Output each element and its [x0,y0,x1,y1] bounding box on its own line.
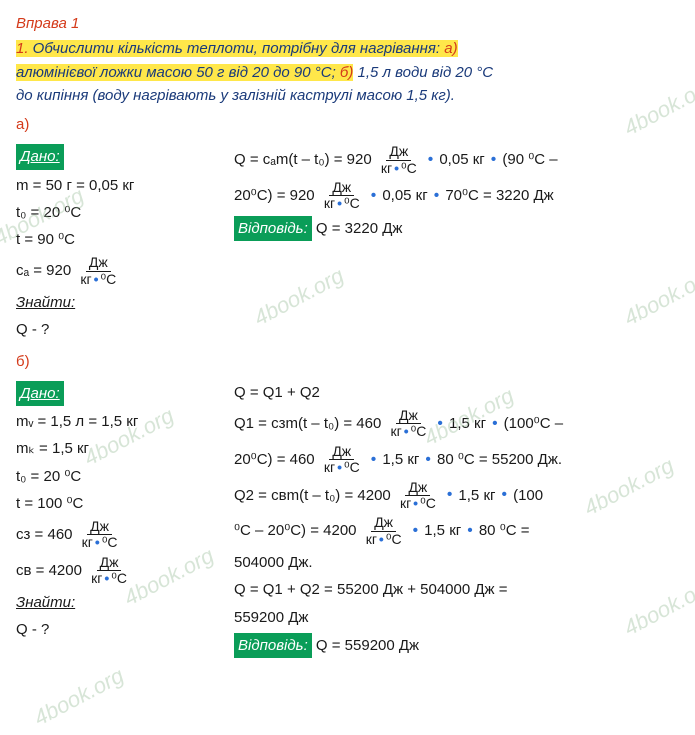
dot-icon: • [92,271,101,287]
part-b-label: б) [16,350,679,373]
dot-icon: • [426,151,435,168]
dot-icon: • [369,187,378,204]
find-label: Знайти: [16,594,75,611]
frac-top: Дж [86,255,111,271]
dot-icon: • [445,486,454,503]
dot-icon: • [411,522,420,539]
dot-icon: • [369,451,378,468]
b-r7: Q = Q1 + Q2 = 55200 Дж + 504000 Дж = [234,578,679,601]
problem-line1: Обчислити кількість теплоти, потрібну дл… [29,40,445,57]
b-mk: mₖ = 1,5 кг [16,437,216,460]
b-cz: cз = 460 Джкг•⁰C [16,519,216,551]
b-mv: mᵥ = 1,5 л = 1,5 кг [16,410,216,433]
answer-label: Відповідь: [234,633,312,658]
dot-icon: • [490,415,499,432]
fraction-unit: Джкг•⁰C [321,444,363,476]
a-t: t = 90 ⁰C [16,228,216,251]
part-a-given: Дано: m = 50 г = 0,05 кг t₀ = 20 ⁰C t = … [16,140,216,345]
fraction-unit: Джкг•⁰C [321,180,363,212]
dot-icon: • [489,151,498,168]
part-b-solution: Q = Q1 + Q2 Q1 = cзm(t – t₀) = 460 Джкг•… [234,377,679,662]
b-find-q: Q - ? [16,618,216,641]
part-a-columns: Дано: m = 50 г = 0,05 кг t₀ = 20 ⁰C t = … [16,140,679,345]
dot-icon: • [377,531,386,547]
exercise-title: Вправа 1 [16,12,679,35]
fraction-unit: Джкг•⁰C [88,555,130,587]
part-a-solution: Q = cₐm(t – t₀) = 920 Джкг•⁰C • 0,05 кг … [234,140,679,245]
b-r6: 504000 Дж. [234,551,679,574]
dot-icon: • [436,415,445,432]
problem-line2a: алюмінієвої ложки масою 50 г від 20 до 9… [16,64,340,81]
fraction-unit: Джкг•⁰C [79,519,121,551]
problem-b-label: б) [340,64,353,81]
dano-label: Дано: [16,381,64,406]
dot-icon: • [432,187,441,204]
problem-line3: до кипіння (воду нагрівають у залізній к… [16,87,455,104]
dot-icon: • [335,459,344,475]
b-r8: 559200 Дж [234,606,679,629]
dot-icon: • [335,195,344,211]
problem-a-label: а) [444,40,457,57]
b-r1: Q = Q1 + Q2 [234,381,679,404]
b-answer: Відповідь: Q = 559200 Дж [234,633,679,658]
dano-label: Дано: [16,144,64,169]
dot-icon: • [500,486,509,503]
dot-icon: • [102,570,111,586]
a-m: m = 50 г = 0,05 кг [16,174,216,197]
b-t0: t₀ = 20 ⁰C [16,465,216,488]
dot-icon: • [465,522,474,539]
a-answer: Відповідь: Q = 3220 Дж [234,216,679,241]
frac-bot: кг•⁰C [77,272,119,287]
fraction-unit: Джкг•⁰C [363,515,405,547]
b-r3: 20⁰C) = 460 Джкг•⁰C • 1,5 кг • 80 ⁰C = 5… [234,444,679,476]
fraction-unit: Джкг•⁰C [388,408,430,440]
a-find-q: Q - ? [16,318,216,341]
part-b-columns: Дано: mᵥ = 1,5 л = 1,5 кг mₖ = 1,5 кг t₀… [16,377,679,662]
a-ca-lhs: cₐ = 920 [16,262,75,279]
problem-line2b: 1,5 л води від 20 °С [353,64,493,81]
b-t: t = 100 ⁰C [16,492,216,515]
fraction-unit: Дж кг•⁰C [77,255,119,287]
find-label: Знайти: [16,294,75,311]
dot-icon: • [402,423,411,439]
a-calc-line1: Q = cₐm(t – t₀) = 920 Джкг•⁰C • 0,05 кг … [234,144,679,176]
b-r5: ⁰C – 20⁰C) = 4200 Джкг•⁰C • 1,5 кг • 80 … [234,515,679,547]
b-r4: Q2 = cвm(t – t₀) = 4200 Джкг•⁰C • 1,5 кг… [234,480,679,512]
dot-icon: • [411,495,420,511]
answer-label: Відповідь: [234,216,312,241]
b-r2: Q1 = cзm(t – t₀) = 460 Джкг•⁰C • 1,5 кг … [234,408,679,440]
problem-number: 1. [16,40,29,57]
dot-icon: • [424,451,433,468]
dot-icon: • [392,160,401,176]
a-calc-line2: 20⁰C) = 920 Джкг•⁰C • 0,05 кг • 70⁰C = 3… [234,180,679,212]
fraction-unit: Джкг•⁰C [397,480,439,512]
a-ca: cₐ = 920 Дж кг•⁰C [16,255,216,287]
part-b-given: Дано: mᵥ = 1,5 л = 1,5 кг mₖ = 1,5 кг t₀… [16,377,216,645]
part-a-label: а) [16,113,679,136]
watermark: 4book.org [28,659,130,735]
dot-icon: • [93,534,102,550]
a-t0: t₀ = 20 ⁰C [16,201,216,224]
b-cv: cв = 4200 Джкг•⁰C [16,555,216,587]
problem-statement: 1. Обчислити кількість теплоти, потрібну… [16,37,679,107]
fraction-unit: Джкг•⁰C [378,144,420,176]
